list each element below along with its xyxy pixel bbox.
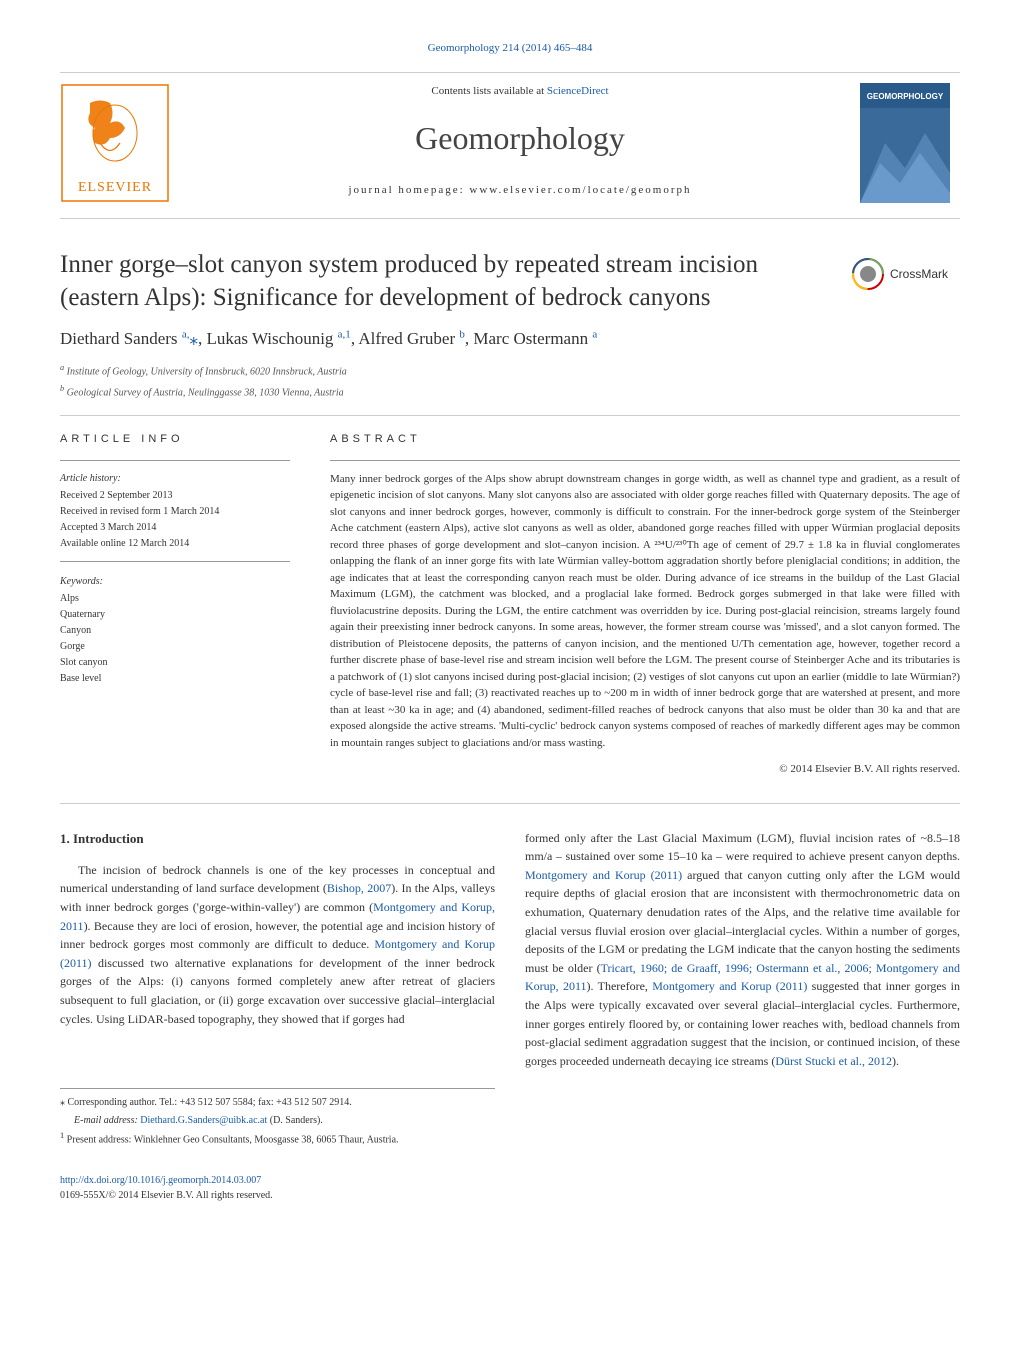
intro-heading: 1. Introduction xyxy=(60,829,495,849)
header-bar: ELSEVIER Contents lists available at Sci… xyxy=(60,72,960,220)
ref-link[interactable]: Montgomery and Korup (2011) xyxy=(525,868,682,882)
doi-link[interactable]: http://dx.doi.org/10.1016/j.geomorph.201… xyxy=(60,1175,261,1186)
history-label: Article history: xyxy=(60,471,290,486)
contents-prefix: Contents lists available at xyxy=(431,85,546,97)
intro-paragraph-cont: formed only after the Last Glacial Maxim… xyxy=(525,829,960,1071)
keyword: Alps xyxy=(60,591,290,606)
divider xyxy=(60,415,960,416)
copyright: © 2014 Elsevier B.V. All rights reserved… xyxy=(330,761,960,778)
svg-text:ELSEVIER: ELSEVIER xyxy=(78,180,152,195)
info-heading: article info xyxy=(60,431,290,448)
contents-line: Contents lists available at ScienceDirec… xyxy=(200,83,840,100)
article-info: article info Article history: Received 2… xyxy=(60,431,290,778)
body-columns: 1. Introduction The incision of bedrock … xyxy=(60,829,960,1204)
keyword: Quaternary xyxy=(60,607,290,622)
header-center: Contents lists available at ScienceDirec… xyxy=(180,83,860,199)
body-col-left: 1. Introduction The incision of bedrock … xyxy=(60,829,495,1204)
intro-paragraph: The incision of bedrock channels is one … xyxy=(60,861,495,1028)
keywords-label: Keywords: xyxy=(60,574,290,589)
affiliation-a: a Institute of Geology, University of In… xyxy=(60,362,960,379)
publisher-logo: ELSEVIER xyxy=(60,83,180,209)
ref-link[interactable]: Bishop, 2007 xyxy=(327,881,391,895)
affiliation-b: b Geological Survey of Austria, Neulingg… xyxy=(60,383,960,400)
homepage-prefix: journal homepage: xyxy=(348,184,469,196)
body-col-right: formed only after the Last Glacial Maxim… xyxy=(525,829,960,1204)
email-link[interactable]: Diethard.G.Sanders@uibk.ac.at xyxy=(140,1115,267,1126)
keyword: Gorge xyxy=(60,639,290,654)
keyword: Slot canyon xyxy=(60,655,290,670)
footnotes: ⁎ Corresponding author. Tel.: +43 512 50… xyxy=(60,1088,495,1148)
history-item: Available online 12 March 2014 xyxy=(60,536,290,551)
journal-cover: GEOMORPHOLOGY xyxy=(860,83,960,209)
authors: Diethard Sanders a,⁎, Lukas Wischounig a… xyxy=(60,326,960,352)
paper-title: Inner gorge–slot canyon system produced … xyxy=(60,249,830,314)
title-row: Inner gorge–slot canyon system produced … xyxy=(60,249,960,314)
journal-name: Geomorphology xyxy=(200,114,840,162)
svg-text:CrossMark: CrossMark xyxy=(890,267,949,281)
issn-line: 0169-555X/© 2014 Elsevier B.V. All right… xyxy=(60,1188,495,1204)
svg-text:GEOMORPHOLOGY: GEOMORPHOLOGY xyxy=(867,92,944,101)
abstract-heading: abstract xyxy=(330,431,960,448)
info-abstract-row: article info Article history: Received 2… xyxy=(60,431,960,778)
footnote-email: E-mail address: Diethard.G.Sanders@uibk.… xyxy=(60,1113,495,1129)
divider xyxy=(60,803,960,804)
ref-link[interactable]: Montgomery and Korup (2011) xyxy=(652,979,807,993)
abstract-text: Many inner bedrock gorges of the Alps sh… xyxy=(330,471,960,752)
homepage-url: www.elsevier.com/locate/geomorph xyxy=(469,184,691,196)
keyword: Canyon xyxy=(60,623,290,638)
crossmark-badge[interactable]: CrossMark xyxy=(850,254,960,300)
homepage-line: journal homepage: www.elsevier.com/locat… xyxy=(200,182,840,199)
footnote-present-address: 1 Present address: Winklehner Geo Consul… xyxy=(60,1130,495,1148)
history-item: Received 2 September 2013 xyxy=(60,488,290,503)
header-citation: Geomorphology 214 (2014) 465–484 xyxy=(60,40,960,57)
sciencedirect-link[interactable]: ScienceDirect xyxy=(547,85,609,97)
abstract-column: abstract Many inner bedrock gorges of th… xyxy=(330,431,960,778)
history-item: Received in revised form 1 March 2014 xyxy=(60,504,290,519)
keyword: Base level xyxy=(60,671,290,686)
footnote-corresponding: ⁎ Corresponding author. Tel.: +43 512 50… xyxy=(60,1095,495,1111)
ref-link[interactable]: Dürst Stucki et al., 2012 xyxy=(775,1054,892,1068)
doi-block: http://dx.doi.org/10.1016/j.geomorph.201… xyxy=(60,1173,495,1204)
history-item: Accepted 3 March 2014 xyxy=(60,520,290,535)
